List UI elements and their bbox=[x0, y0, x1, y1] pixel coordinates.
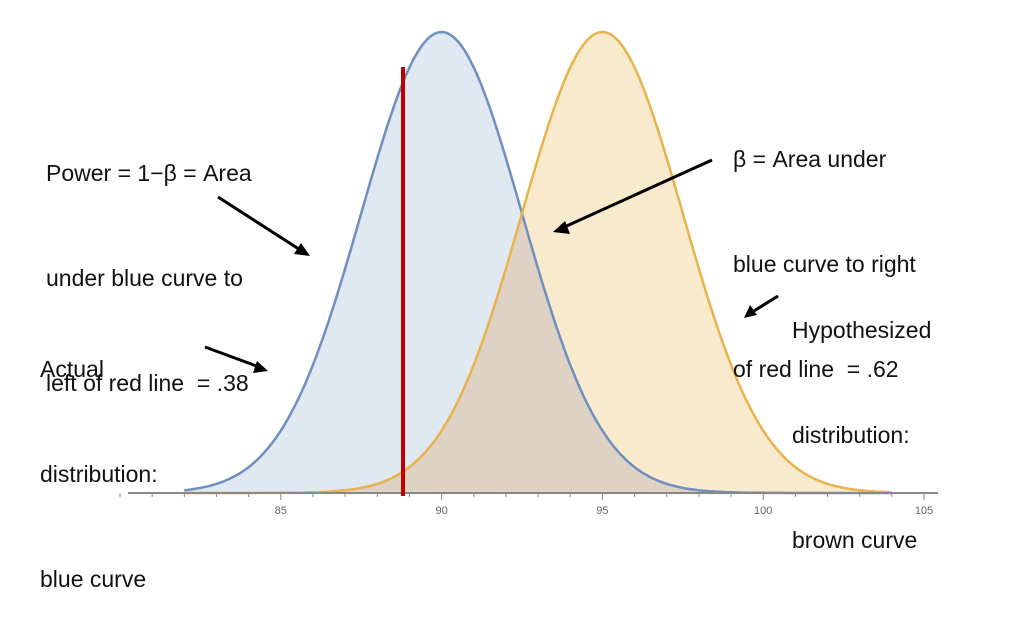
power-annotation-line-3: left of red line = .38 bbox=[46, 370, 249, 396]
actual-area bbox=[184, 32, 892, 493]
power-chart: 85 90 95 100 105 bbox=[119, 30, 938, 517]
actual-annotation-line-1: Actual bbox=[40, 356, 104, 382]
annotation-arrows bbox=[204, 158, 779, 373]
x-axis: 85 90 95 100 105 bbox=[119, 492, 938, 517]
hypothesized-area bbox=[184, 32, 892, 493]
actual-arrow bbox=[204, 345, 263, 370]
beta-annotation-line-3: of red line = .62 bbox=[733, 356, 899, 382]
hypothesized-annotation-line-1: Hypothesized bbox=[792, 317, 932, 343]
power-annotation-line-1: Power = 1−β = Area bbox=[46, 160, 252, 186]
beta-arrow bbox=[559, 158, 713, 231]
hypothesized-arrow-head bbox=[744, 305, 757, 318]
power-arrow-head bbox=[294, 243, 310, 256]
beta-annotation-line-2: blue curve to right bbox=[733, 251, 916, 277]
power-annotation: Power = 1−β = Area under blue curve to l… bbox=[46, 86, 252, 436]
beta-annotation: β = Area under blue curve to right of re… bbox=[733, 72, 916, 422]
hypothesized-annotation-line-3: brown curve bbox=[792, 527, 918, 553]
overlap-area bbox=[184, 214, 892, 493]
actual-annotation-line-3: blue curve bbox=[40, 566, 147, 592]
power-annotation-line-2: under blue curve to bbox=[46, 265, 243, 291]
x-tick-label: 85 bbox=[275, 505, 287, 517]
actual-annotation: Actual distribution: blue curve bbox=[40, 282, 158, 632]
actual-annotation-line-2: distribution: bbox=[40, 461, 158, 487]
x-tick-label: 100 bbox=[754, 505, 772, 517]
beta-arrow-head bbox=[553, 221, 570, 234]
hypothesized-annotation: Hypothesized distribution: brown curve bbox=[792, 243, 931, 593]
x-tick-label: 90 bbox=[435, 505, 447, 517]
beta-annotation-line-1: β = Area under bbox=[733, 146, 887, 172]
x-tick-label: 95 bbox=[596, 505, 608, 517]
x-tick-label: 105 bbox=[915, 505, 933, 517]
power-arrow bbox=[217, 195, 306, 255]
actual-arrow-head bbox=[253, 361, 268, 373]
chart-areas bbox=[184, 32, 892, 493]
hypothesized-annotation-line-2: distribution: bbox=[792, 422, 910, 448]
